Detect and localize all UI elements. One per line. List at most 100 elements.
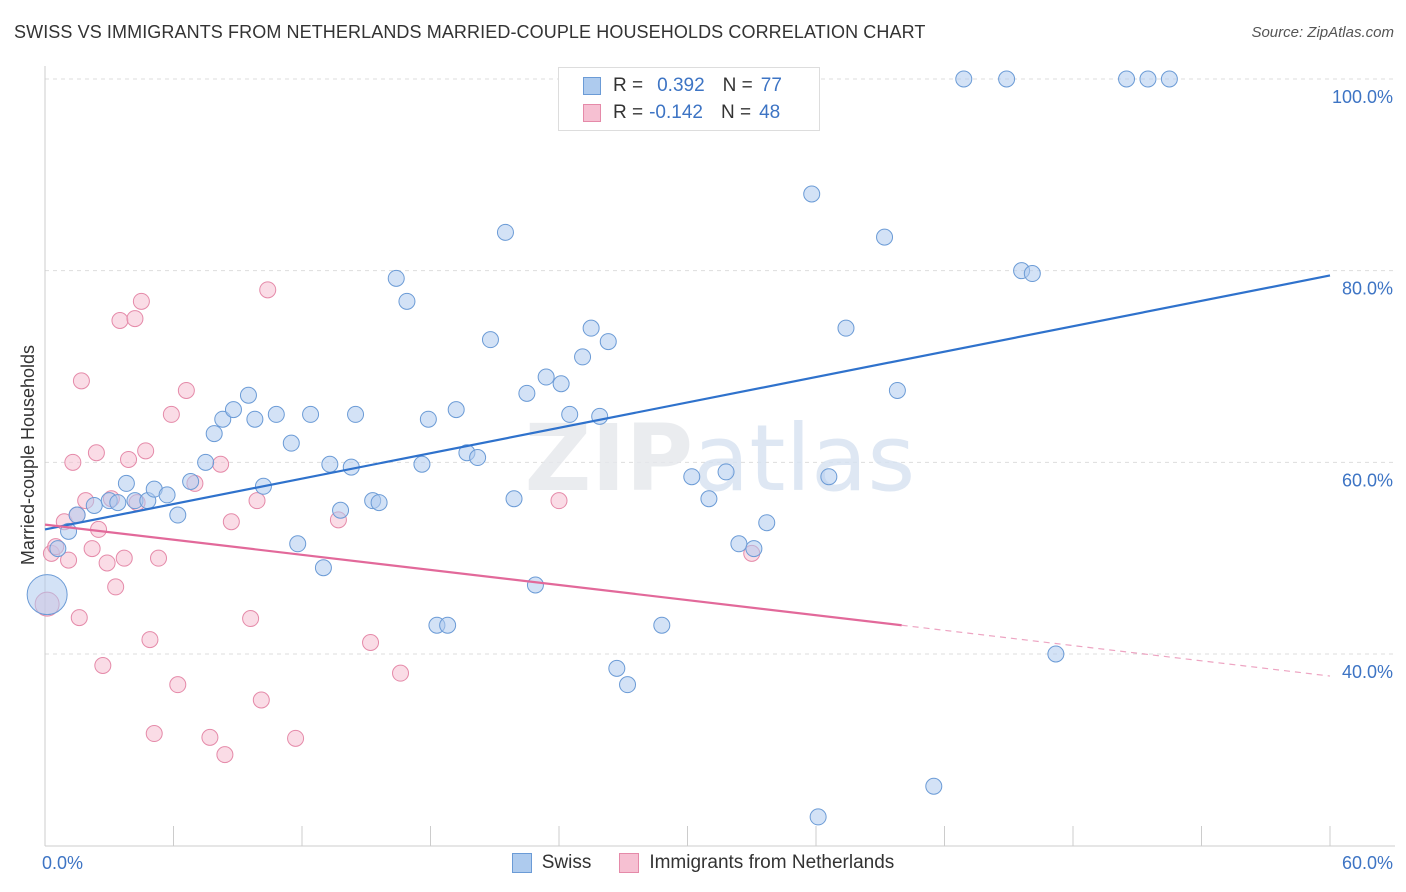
swiss-point (321, 455, 339, 473)
n-label: N = (722, 75, 753, 96)
netherlands-point (212, 455, 230, 473)
netherlands-point (83, 540, 101, 558)
y-tick-label: 40.0% (1342, 662, 1393, 682)
swiss-point (224, 401, 242, 419)
netherlands-point (72, 372, 90, 390)
swiss-point (700, 490, 718, 508)
netherlands-point (287, 729, 305, 747)
swiss-point (717, 463, 735, 481)
swiss-point (289, 535, 307, 553)
series-swiss-points (26, 70, 1178, 826)
legend-row-netherlands: R = -0.142 N = 48 (583, 101, 780, 125)
netherlands-point (259, 281, 277, 299)
swiss-point (745, 540, 763, 558)
netherlands-point (107, 578, 125, 596)
legend-label-netherlands: Immigrants from Netherlands (649, 852, 895, 873)
r-label: R = (613, 75, 644, 96)
swiss-point (314, 559, 332, 577)
swiss-point (1139, 70, 1157, 88)
netherlands-point (111, 312, 129, 329)
series-legend: Swiss Immigrants from Netherlands (0, 852, 1406, 874)
netherlands-trend-line (44, 523, 902, 627)
swiss-point (267, 405, 285, 423)
swiss-point (68, 506, 86, 524)
legend-row-swiss: R = 0.392 N = 77 (583, 74, 782, 98)
netherlands-point (141, 631, 159, 649)
gridlines (45, 78, 1395, 655)
netherlands-point (87, 444, 105, 462)
swiss-point (803, 185, 821, 203)
netherlands-point (392, 664, 410, 682)
netherlands-swatch (619, 853, 640, 873)
swiss-point (683, 468, 701, 486)
netherlands-point (126, 310, 144, 328)
chart-title: SWISS VS IMMIGRANTS FROM NETHERLANDS MAR… (14, 22, 926, 42)
swiss-point (214, 410, 232, 428)
swiss-point (302, 405, 320, 423)
netherlands-point (252, 691, 270, 709)
swiss-point (347, 405, 365, 423)
netherlands-point (242, 610, 260, 628)
swiss-point (1047, 645, 1065, 663)
swiss-point (619, 676, 637, 694)
netherlands-point (216, 746, 234, 764)
series-netherlands-points (34, 281, 761, 764)
swiss-trend-line (44, 274, 1331, 531)
legend-item-netherlands: Immigrants from Netherlands (619, 852, 894, 874)
swiss-point (419, 410, 437, 428)
swiss-point (955, 70, 973, 88)
swiss-point (599, 333, 617, 351)
swiss-point (653, 616, 671, 634)
netherlands-point (201, 728, 219, 746)
swiss-point (608, 659, 626, 677)
swiss-point (85, 496, 103, 514)
swiss-point (182, 473, 200, 490)
netherlands-trend-extension (901, 624, 1331, 677)
swiss-point (439, 616, 457, 634)
x-tick-label: 60.0% (1342, 853, 1393, 873)
n-value-swiss: 77 (760, 75, 782, 96)
swiss-point (1023, 265, 1041, 283)
netherlands-point (248, 492, 266, 510)
swiss-point (469, 449, 487, 467)
y-tick-label: 80.0% (1342, 279, 1393, 299)
swiss-point (552, 375, 570, 393)
swiss-point (26, 574, 68, 616)
swiss-point (820, 468, 838, 486)
stats-legend: R = 0.392 N = 77 R = -0.142 N = 48 (558, 67, 820, 131)
swiss-point (413, 455, 431, 473)
axes (44, 66, 1395, 847)
source-label: Source: ZipAtlas.com (1251, 24, 1394, 41)
tick-labels: 40.0% 60.0% 80.0% 100.0% 0.0% 60.0% (42, 87, 1393, 873)
swiss-point (758, 514, 776, 532)
r-label: R = (613, 102, 644, 123)
swiss-point (117, 474, 135, 492)
swiss-point (809, 808, 827, 826)
swiss-point (526, 576, 544, 594)
y-tick-label: 60.0% (1342, 470, 1393, 490)
netherlands-point (60, 551, 78, 569)
swiss-point (398, 292, 416, 310)
n-value-netherlands: 48 (759, 102, 781, 123)
swiss-point (481, 331, 499, 349)
y-axis-label: Married-couple Households (18, 345, 38, 565)
swiss-point (158, 486, 176, 504)
netherlands-swatch (583, 104, 601, 122)
netherlands-point (120, 450, 138, 468)
netherlands-point (137, 442, 155, 460)
legend-label-swiss: Swiss (541, 852, 592, 873)
swiss-point (496, 223, 514, 241)
swiss-point (518, 384, 536, 402)
swiss-point (574, 348, 592, 366)
swiss-point (537, 368, 555, 386)
netherlands-point (145, 725, 163, 743)
legend-item-swiss: Swiss (511, 852, 592, 874)
netherlands-point (550, 492, 568, 510)
swiss-point (109, 494, 127, 512)
r-value-netherlands: -0.142 (649, 102, 703, 123)
swiss-point (332, 501, 350, 519)
swiss-swatch (511, 853, 532, 873)
x-tick-label: 0.0% (42, 853, 83, 873)
netherlands-point (169, 676, 187, 694)
